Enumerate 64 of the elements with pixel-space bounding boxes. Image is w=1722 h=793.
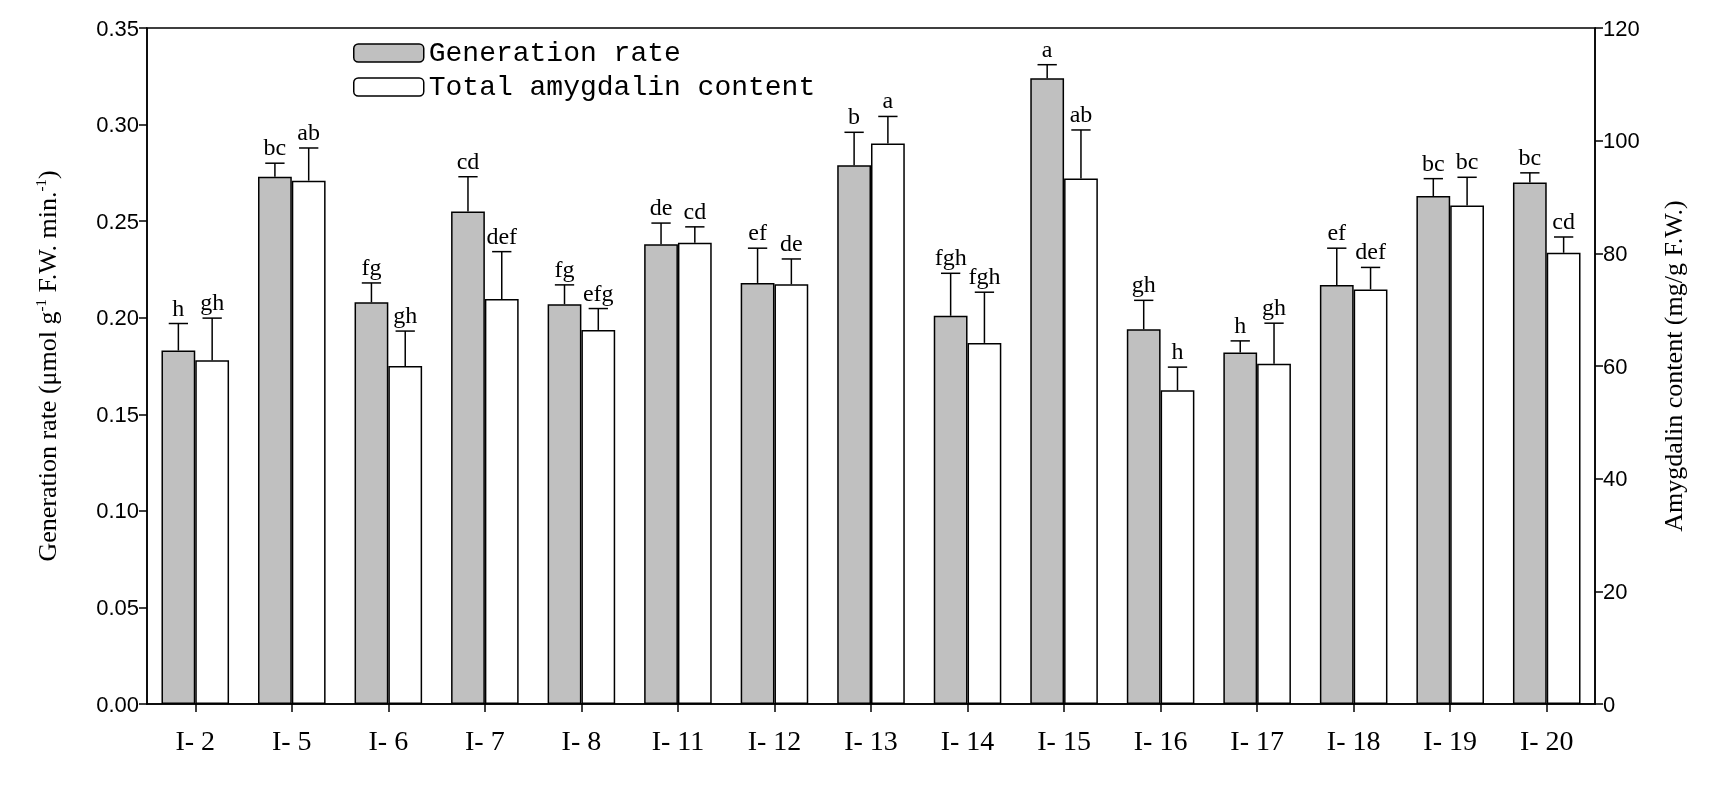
y-tick-label: 0.15 [96, 401, 139, 427]
y-tick-label: 0.35 [96, 15, 139, 41]
x-tick-label: I- 15 [1037, 724, 1091, 756]
data-label: fg [361, 253, 382, 280]
data-label: a [1041, 35, 1053, 62]
y-tick-label: 0.10 [96, 498, 139, 524]
x-tick-label: I- 5 [271, 724, 312, 756]
x-tick-label: I- 8 [561, 724, 602, 756]
data-label: ab [297, 118, 321, 145]
x-tick-label: I- 20 [1519, 724, 1574, 756]
legend-label: Generation rate [428, 37, 681, 69]
x-tick-label: I- 7 [465, 724, 505, 756]
x-tick-label: I- 17 [1230, 724, 1284, 756]
y-tick-label: 0.20 [96, 305, 139, 331]
data-label: fg [554, 255, 575, 282]
data-label: fgh [934, 244, 967, 271]
x-tick-label: I- 16 [1133, 724, 1188, 756]
data-label: cd [1552, 208, 1575, 234]
data-label: bc [1518, 143, 1542, 170]
data-label: h [1171, 338, 1184, 365]
data-label: ef [1327, 219, 1347, 246]
x-tick-label: I- 11 [651, 724, 705, 756]
y2-tick-label: 80 [1603, 240, 1628, 266]
data-label: cd [456, 147, 480, 174]
data-label: gh [200, 289, 225, 316]
data-label: bc [263, 134, 287, 161]
x-tick-label: I- 12 [747, 724, 802, 756]
legend-label: Total amygdalin content [428, 71, 816, 103]
y-tick-label: 0.25 [96, 208, 139, 234]
y-tick-label: 0.00 [96, 691, 139, 717]
y2-tick-label: 0 [1603, 691, 1616, 717]
y2-tick-label: 40 [1603, 466, 1628, 492]
data-label: gh [1262, 294, 1287, 321]
data-label: gh [1131, 271, 1156, 298]
data-label: def [1355, 238, 1386, 265]
y-tick-label: 0.30 [96, 112, 139, 138]
x-tick-label: I- 19 [1423, 724, 1478, 756]
data-label: ab [1069, 100, 1093, 127]
data-label: h [172, 294, 185, 321]
data-label: bc [1421, 149, 1445, 176]
data-label: def [486, 222, 518, 249]
data-label: a [882, 87, 894, 114]
data-label: fgh [968, 263, 1001, 290]
data-label: de [649, 194, 673, 221]
y2-tick-label: 120 [1603, 15, 1640, 41]
x-tick-label: I- 6 [368, 724, 409, 756]
y2-tick-label: 20 [1603, 578, 1628, 604]
x-tick-label: I- 13 [844, 724, 898, 756]
data-label: b [848, 103, 861, 130]
data-label: efg [582, 279, 614, 306]
data-label: de [780, 229, 803, 256]
data-label: cd [683, 197, 707, 224]
data-label: bc [1455, 148, 1479, 175]
data-label: gh [393, 302, 418, 329]
y-tick-label: 0.05 [96, 594, 139, 620]
data-label: h [1234, 311, 1247, 338]
x-tick-label: I- 2 [175, 724, 216, 756]
data-label: ef [748, 219, 767, 246]
y-axis-title: Generation rate (μmol g-1 F.W. min.-1) [32, 170, 62, 562]
y2-tick-label: 60 [1603, 353, 1628, 379]
y2-axis-title: Amygdalin content (mg/g F.W.) [1658, 200, 1688, 532]
y2-tick-label: 100 [1603, 128, 1640, 154]
x-tick-label: I- 14 [940, 724, 995, 756]
x-tick-label: I- 18 [1326, 724, 1381, 756]
